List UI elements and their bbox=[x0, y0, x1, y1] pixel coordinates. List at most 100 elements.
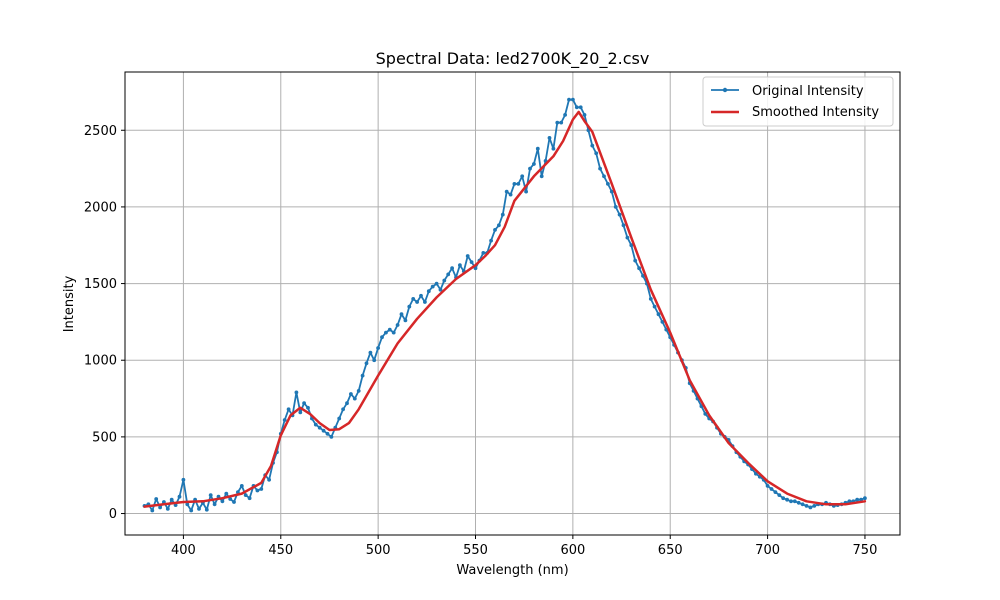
original-intensity-point bbox=[512, 182, 517, 186]
original-intensity-point bbox=[563, 113, 567, 117]
original-intensity-point bbox=[703, 412, 708, 416]
original-intensity-point bbox=[792, 499, 797, 504]
original-intensity-point bbox=[415, 300, 419, 304]
original-intensity-point bbox=[578, 105, 583, 110]
original-intensity-point bbox=[812, 504, 817, 508]
smoothed-intensity-line bbox=[143, 110, 867, 508]
original-intensity-point bbox=[547, 136, 552, 140]
original-intensity-point bbox=[302, 401, 306, 406]
y-tick-label: 2500 bbox=[84, 124, 117, 139]
original-intensity-point bbox=[656, 312, 661, 317]
original-intensity-point bbox=[442, 278, 447, 283]
legend-original-label: Original Intensity bbox=[752, 84, 864, 99]
original-intensity-point bbox=[438, 287, 443, 292]
original-intensity-point bbox=[633, 258, 638, 263]
original-intensity-point bbox=[341, 407, 345, 412]
original-intensity-point bbox=[325, 431, 330, 436]
legend-original-marker bbox=[722, 87, 728, 93]
original-intensity-point bbox=[395, 323, 400, 327]
original-intensity-point bbox=[800, 502, 805, 507]
original-intensity-point bbox=[777, 493, 782, 497]
original-intensity-point bbox=[621, 223, 626, 228]
legend-smoothed-label: Smoothed Intensity bbox=[752, 105, 879, 120]
original-intensity-point bbox=[337, 416, 342, 421]
original-intensity-point bbox=[220, 499, 225, 504]
original-intensity-point bbox=[349, 392, 353, 396]
original-intensity-point bbox=[571, 97, 575, 102]
original-intensity-point bbox=[352, 396, 357, 401]
original-intensity-point bbox=[516, 182, 521, 186]
original-intensity-point bbox=[629, 243, 634, 248]
original-intensity-point bbox=[286, 407, 291, 412]
original-intensity-point bbox=[625, 235, 630, 240]
y-tick-label: 2000 bbox=[84, 200, 117, 215]
original-intensity-point bbox=[185, 502, 190, 507]
original-intensity-point bbox=[306, 405, 310, 410]
original-intensity-point bbox=[469, 260, 474, 264]
original-intensity-point bbox=[769, 487, 774, 491]
original-intensity-point bbox=[372, 358, 377, 363]
original-intensity-point bbox=[154, 497, 159, 501]
original-intensity-point bbox=[368, 350, 373, 355]
original-intensity-point bbox=[648, 297, 653, 301]
original-intensity-point bbox=[785, 497, 789, 502]
x-tick-label: 550 bbox=[463, 543, 488, 558]
x-tick-label: 650 bbox=[658, 543, 683, 558]
original-intensity-point bbox=[282, 418, 287, 422]
original-intensity-point bbox=[321, 428, 326, 433]
y-axis: 0 500 1000 1500 2000 2500 bbox=[84, 124, 125, 522]
original-intensity-point bbox=[255, 488, 260, 493]
y-tick-label: 500 bbox=[92, 430, 117, 445]
original-intensity-point bbox=[267, 477, 271, 482]
original-intensity-point bbox=[458, 263, 462, 268]
original-intensity-point bbox=[399, 312, 404, 317]
y-tick-label: 1000 bbox=[84, 354, 117, 369]
original-intensity-point bbox=[356, 389, 361, 393]
original-intensity-point bbox=[380, 335, 384, 340]
original-intensity-point bbox=[609, 189, 614, 194]
legend-box bbox=[702, 76, 894, 127]
original-intensity-point bbox=[551, 146, 556, 151]
x-axis: 400 450 500 550 600 650 700 750 bbox=[171, 535, 877, 558]
original-intensity-point bbox=[493, 228, 497, 232]
series-layer bbox=[142, 97, 867, 513]
original-intensity-point bbox=[602, 174, 606, 179]
plot-frame bbox=[124, 71, 901, 536]
original-intensity-point bbox=[781, 496, 786, 501]
original-intensity-point bbox=[181, 477, 186, 482]
original-intensity-point bbox=[497, 223, 501, 228]
y-tick-label: 1500 bbox=[84, 277, 117, 292]
original-intensity-point bbox=[165, 507, 170, 511]
original-intensity-point bbox=[208, 493, 213, 497]
original-intensity-point bbox=[508, 192, 513, 197]
original-intensity-point bbox=[204, 507, 209, 512]
original-intensity-point bbox=[465, 254, 470, 258]
original-intensity-point bbox=[446, 272, 451, 277]
original-intensity-point bbox=[524, 189, 528, 194]
original-intensity-point bbox=[590, 143, 595, 148]
original-intensity-point bbox=[224, 491, 229, 496]
original-intensity-point bbox=[847, 499, 852, 504]
series-original-intensity bbox=[142, 97, 867, 513]
original-intensity-point bbox=[430, 284, 435, 289]
original-intensity-point bbox=[582, 113, 587, 117]
original-intensity-point bbox=[384, 330, 388, 335]
original-intensity-point bbox=[239, 484, 244, 488]
original-intensity-point bbox=[177, 494, 182, 499]
chart-title: Spectral Data: led2700K_20_2.csv bbox=[376, 49, 650, 69]
original-intensity-point bbox=[765, 484, 770, 488]
original-intensity-point bbox=[294, 390, 299, 395]
x-tick-label: 400 bbox=[171, 543, 196, 558]
x-tick-label: 500 bbox=[366, 543, 391, 558]
original-intensity-point bbox=[637, 266, 641, 271]
original-intensity-point bbox=[804, 504, 809, 508]
original-intensity-point bbox=[613, 205, 618, 209]
x-tick-label: 600 bbox=[560, 543, 585, 558]
x-tick-label: 750 bbox=[853, 543, 878, 558]
original-intensity-point bbox=[855, 497, 860, 502]
original-intensity-point bbox=[212, 502, 217, 507]
original-intensity-point bbox=[419, 293, 423, 298]
original-intensity-point bbox=[197, 507, 201, 511]
y-tick-label: 0 bbox=[109, 507, 117, 522]
original-intensity-point bbox=[232, 500, 236, 504]
